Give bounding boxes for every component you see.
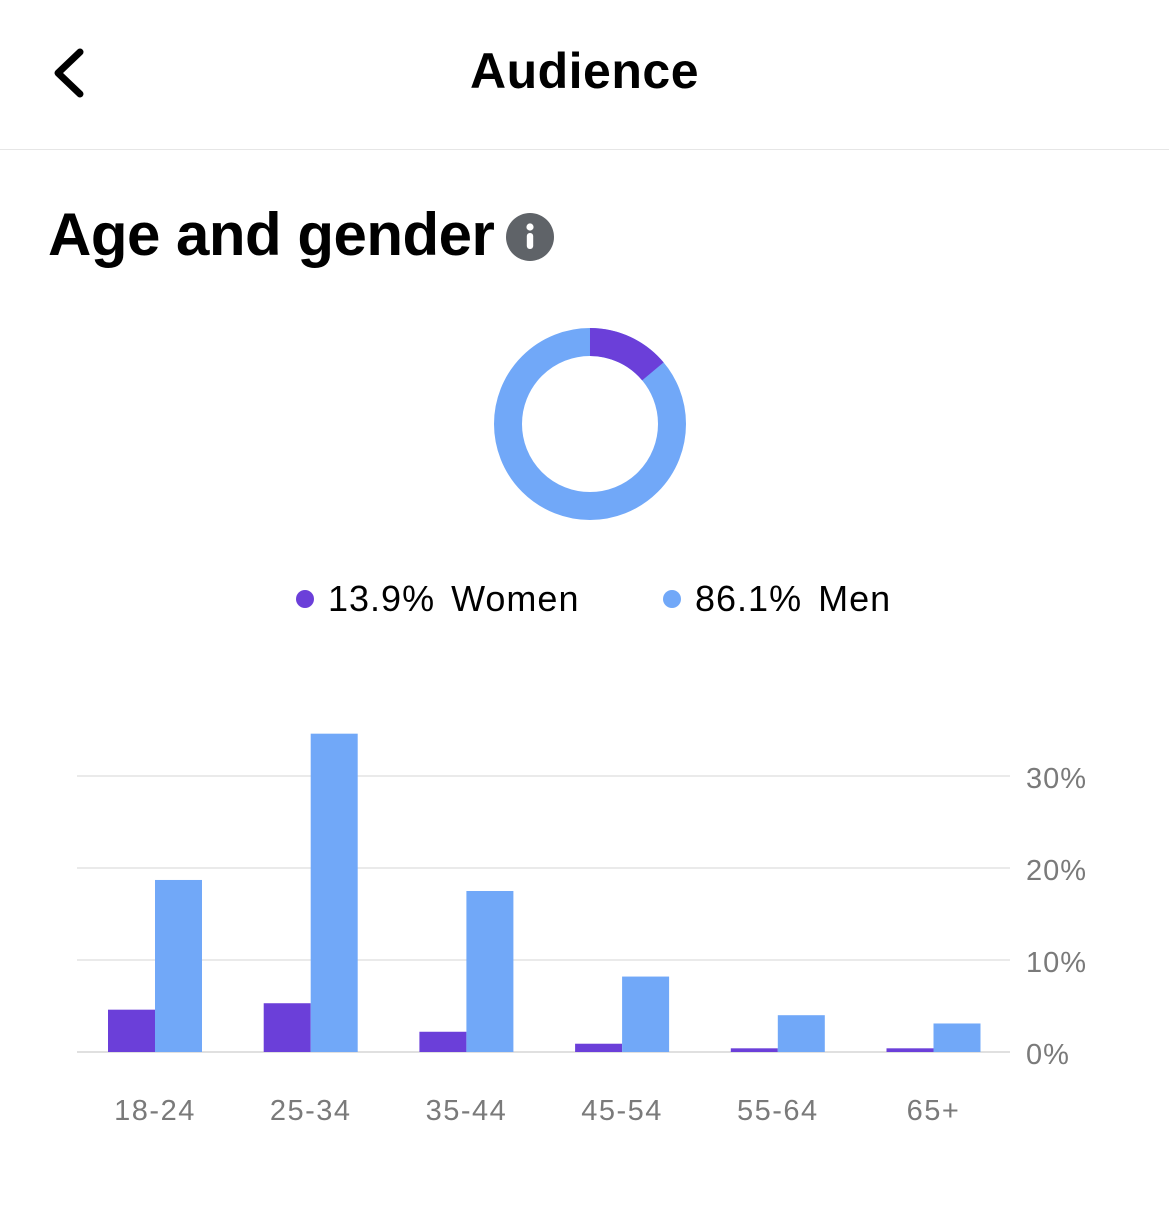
x-tick-label: 65+ xyxy=(907,1095,961,1127)
bar-women[interactable] xyxy=(730,1048,778,1052)
bar-women[interactable] xyxy=(419,1031,467,1052)
legend-label-women: Women xyxy=(451,578,580,619)
legend-dot-women xyxy=(296,590,314,608)
page-title: Audience xyxy=(469,43,700,99)
bar-women[interactable] xyxy=(108,1009,155,1052)
x-tick-label: 35-44 xyxy=(426,1095,508,1127)
bar-women[interactable] xyxy=(263,1003,311,1052)
back-button[interactable] xyxy=(40,38,110,108)
gender-donut-chart xyxy=(494,328,686,520)
age-bar-chart: 0% 10% 20% 30% 18-24 25-34 35-44 45-54 55-64 65+ xyxy=(77,733,1087,1127)
y-tick-label: 0% xyxy=(1026,1039,1070,1071)
y-tick-label: 30% xyxy=(1026,763,1087,795)
bar-women[interactable] xyxy=(575,1043,623,1052)
header: Audience xyxy=(0,0,1169,150)
legend-pct-men: 86.1% xyxy=(695,578,803,619)
x-tick-label: 18-24 xyxy=(114,1095,196,1127)
bar-men[interactable] xyxy=(155,879,202,1052)
y-tick-label: 10% xyxy=(1026,947,1087,979)
legend-pct-women: 13.9% xyxy=(328,578,436,619)
y-tick-label: 20% xyxy=(1026,855,1087,887)
x-tick-label: 45-54 xyxy=(581,1095,663,1127)
chevron-left-icon xyxy=(54,48,84,98)
bar-men[interactable] xyxy=(622,976,670,1052)
x-tick-label: 25-34 xyxy=(270,1095,352,1127)
legend-item-women: 13.9% Women xyxy=(296,578,579,620)
donut-slice-women xyxy=(494,328,686,520)
legend-label-men: Men xyxy=(818,578,892,619)
info-icon[interactable] xyxy=(506,213,554,261)
bar-men[interactable] xyxy=(310,733,358,1052)
bar-men[interactable] xyxy=(933,1023,981,1052)
bar-women[interactable] xyxy=(886,1048,934,1052)
section-title: Age and gender xyxy=(48,201,495,268)
legend-dot-men xyxy=(663,590,681,608)
bar-men[interactable] xyxy=(466,891,514,1052)
x-tick-label: 55-64 xyxy=(737,1095,819,1127)
bar-men[interactable] xyxy=(777,1015,825,1052)
legend-item-men: 86.1% Men xyxy=(663,578,891,620)
